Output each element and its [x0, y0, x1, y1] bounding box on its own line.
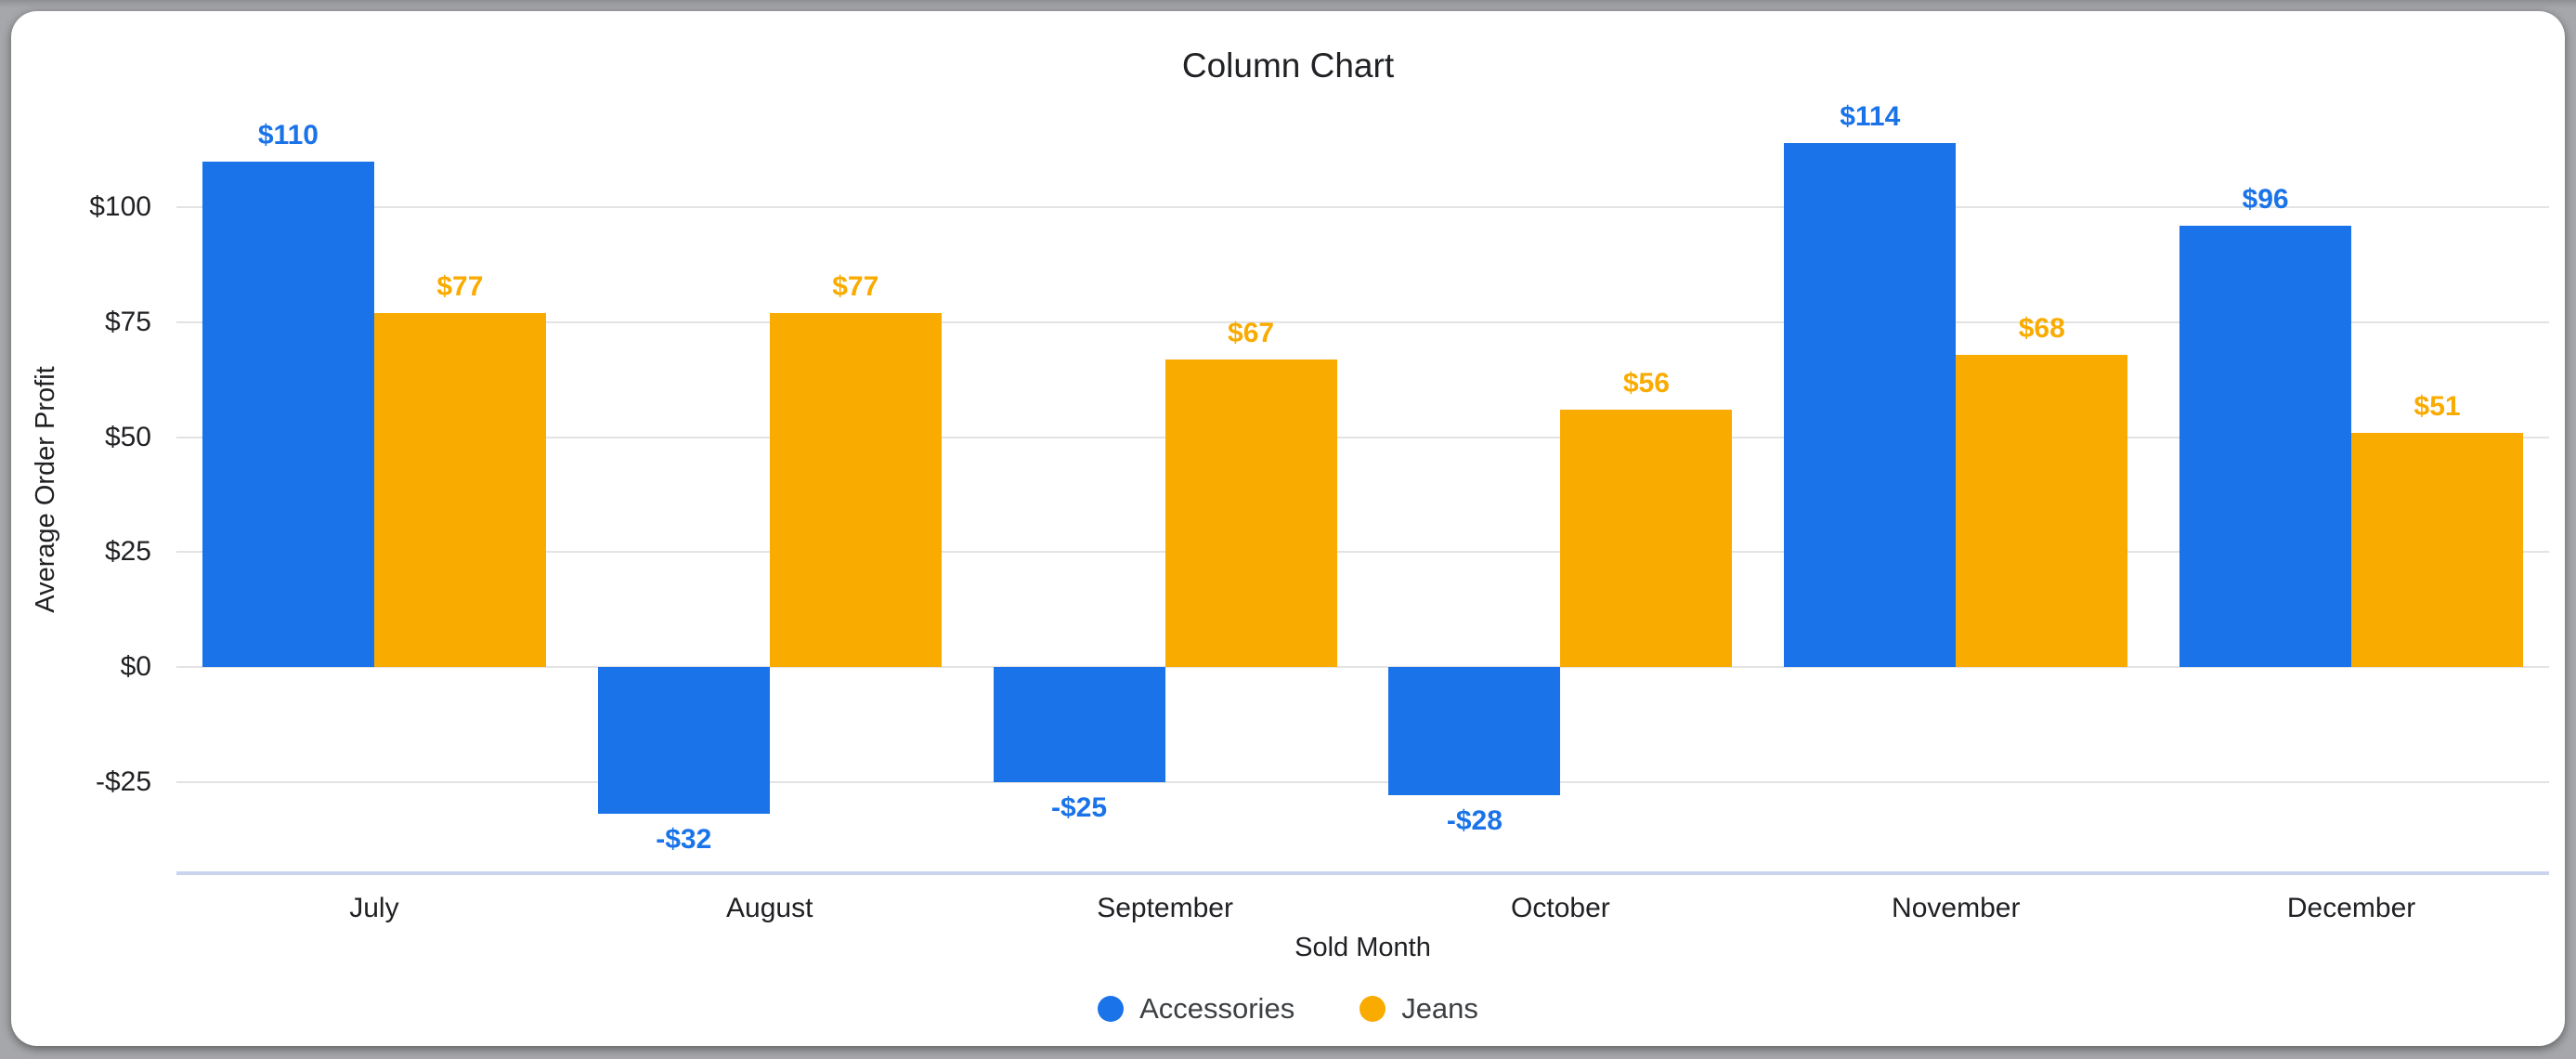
bar-value-label: $77	[832, 271, 879, 303]
x-tick-label-august: August	[726, 893, 813, 923]
chart-card: Column Chart Average Order Profit $100 $7…	[11, 11, 2565, 1046]
x-tick-label-october: October	[1511, 893, 1610, 923]
legend-label: Jeans	[1401, 992, 1478, 1025]
bar-accessories-december[interactable]	[2179, 226, 2352, 667]
bar-value-label: $110	[257, 119, 319, 150]
bar-value-label: $77	[436, 271, 484, 303]
x-axis-title: Sold Month	[1295, 933, 1431, 962]
bar-accessories-october[interactable]	[1388, 666, 1561, 796]
plot-area: $100 $75 $50 $25 $0 -$25 $110 -$32 -$25 -$28 $114 $…	[89, 101, 2549, 923]
bar-accessories-july[interactable]	[202, 161, 374, 667]
gridline	[176, 665, 2549, 668]
bar-accessories-august[interactable]	[597, 666, 770, 815]
bar-jeans-december[interactable]	[2351, 432, 2524, 667]
bar-value-label: $67	[1228, 317, 1275, 348]
bar-value-label: $114	[1840, 101, 1901, 133]
accessories-swatch-icon	[1098, 996, 1125, 1022]
x-tick-label-july: July	[349, 893, 399, 923]
bar-jeans-july[interactable]	[373, 313, 546, 667]
bar-value-label: $68	[2018, 312, 2065, 344]
bar-accessories-september[interactable]	[993, 666, 1165, 782]
gridline	[176, 436, 2549, 438]
bar-jeans-september[interactable]	[1164, 359, 1337, 667]
bar-value-label: $51	[2413, 390, 2461, 422]
x-axis-line	[176, 871, 2549, 875]
gridline	[176, 780, 2549, 783]
y-tick-label: $50	[104, 421, 151, 452]
y-tick-label: $0	[120, 650, 151, 682]
legend-item-jeans[interactable]: Jeans	[1360, 992, 1478, 1026]
y-tick-label: $75	[104, 306, 151, 337]
legend: Accessories Jeans	[11, 992, 2565, 1026]
legend-item-accessories[interactable]: Accessories	[1098, 992, 1295, 1026]
bar-value-label: -$25	[1051, 791, 1108, 823]
bar-value-label: $56	[1622, 367, 1670, 399]
y-tick-label: $100	[89, 191, 151, 223]
bar-value-label: -$28	[1446, 805, 1503, 837]
bar-accessories-november[interactable]	[1784, 143, 1957, 667]
bar-jeans-november[interactable]	[1956, 354, 2128, 667]
gridline	[176, 206, 2549, 209]
jeans-swatch-icon	[1360, 996, 1386, 1022]
gridline	[176, 320, 2549, 323]
bar-value-label: -$32	[656, 824, 712, 856]
gridline	[176, 551, 2549, 554]
x-tick-label-november: November	[1892, 893, 2021, 923]
y-tick-label: -$25	[95, 765, 151, 797]
bar-value-label: $96	[2242, 184, 2289, 216]
x-tick-label-december: December	[2286, 893, 2416, 923]
bar-jeans-august[interactable]	[769, 313, 942, 667]
legend-label: Accessories	[1139, 992, 1295, 1025]
x-tick-label-september: September	[1097, 893, 1233, 923]
y-tick-label: $25	[104, 536, 151, 568]
bar-jeans-october[interactable]	[1560, 409, 1733, 667]
chart-title: Column Chart	[1181, 46, 1395, 85]
